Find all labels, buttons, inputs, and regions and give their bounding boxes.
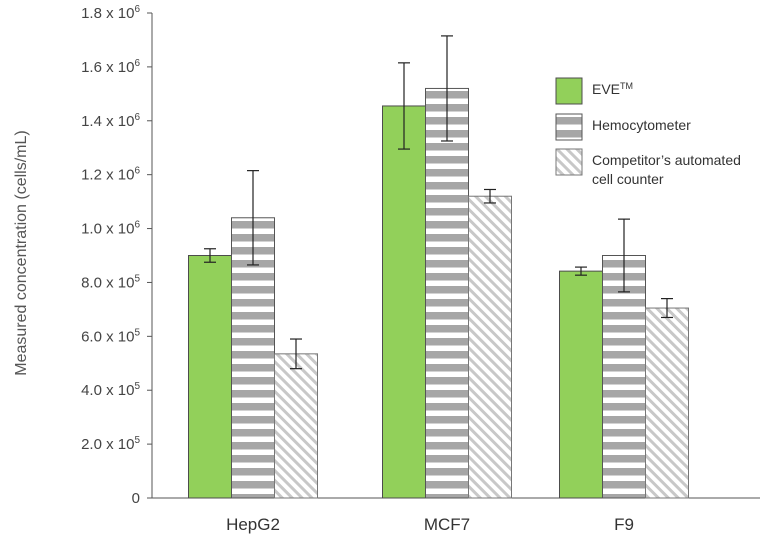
- legend-label: Competitor’s automated: [592, 152, 741, 168]
- y-tick-labels: 0 2.0 x 105 4.0 x 105 6.0 x 105 8.0 x 105 1.0…: [81, 4, 152, 507]
- y-axis-label: Measured concentration (cells/mL): [13, 130, 30, 375]
- legend-label: EVETM: [592, 81, 633, 97]
- x-tick-labels: HepG2 MCF7 F9: [226, 515, 634, 534]
- bar-mcf7-series-2: [425, 87, 469, 499]
- legend: EVETM Hemocytometer Competitor’s automated…: [555, 77, 741, 187]
- bars: [188, 87, 689, 499]
- x-tick-label: MCF7: [424, 515, 470, 534]
- legend-swatch-series-3: [555, 148, 583, 176]
- y-tick-label: 1.2 x 106: [81, 166, 140, 184]
- y-tick-label: 8.0 x 105: [81, 273, 140, 291]
- y-tick-label: 2.0 x 105: [81, 435, 140, 453]
- legend-label: cell counter: [592, 171, 664, 187]
- bar-hepg2-series-1: [188, 255, 232, 499]
- legend-label: Hemocytometer: [592, 117, 691, 133]
- y-tick-label: 1.4 x 106: [81, 112, 140, 130]
- bar-f9-series-3: [645, 307, 689, 499]
- x-tick-label: F9: [614, 515, 634, 534]
- y-tick-label: 1.6 x 106: [81, 58, 140, 76]
- bar-mcf7-series-3: [468, 195, 512, 499]
- y-tick-label: 1.0 x 106: [81, 220, 140, 238]
- legend-swatch-series-1: [555, 77, 583, 105]
- y-tick-label: 4.0 x 105: [81, 381, 140, 399]
- y-tick-label: 0: [132, 490, 140, 507]
- bar-mcf7-series-1: [382, 105, 426, 499]
- x-tick-label: HepG2: [226, 515, 280, 534]
- error-bars: [204, 35, 673, 370]
- y-tick-label: 1.8 x 106: [81, 4, 140, 22]
- bar-hepg2-series-3: [274, 353, 318, 499]
- y-tick-label: 6.0 x 105: [81, 327, 140, 345]
- legend-swatch-series-2: [555, 113, 583, 141]
- bar-f9-series-1: [559, 270, 603, 499]
